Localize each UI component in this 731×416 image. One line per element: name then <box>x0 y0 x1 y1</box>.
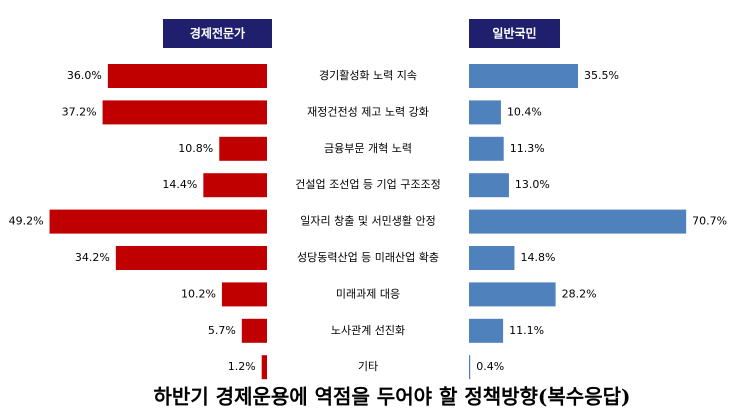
bar <box>469 64 579 88</box>
category-label: 성당동력산업 등 미래산업 확충 <box>297 251 439 264</box>
bar <box>107 64 267 88</box>
bar <box>469 246 515 270</box>
bar <box>469 100 501 125</box>
bar <box>115 246 267 270</box>
value-label: 11.3% <box>510 142 545 155</box>
legend-label: 경제전문가 <box>190 26 245 41</box>
legend-box <box>163 19 272 48</box>
value-label: 11.1% <box>509 324 544 337</box>
value-label: 49.2% <box>9 215 44 228</box>
bar <box>203 173 267 198</box>
bar <box>469 136 504 161</box>
bar <box>49 209 268 234</box>
value-label: 10.4% <box>507 105 542 118</box>
bar <box>219 136 267 161</box>
category-label: 노사관계 선진화 <box>331 324 405 337</box>
bar <box>241 318 267 343</box>
bar <box>469 173 509 198</box>
value-label: 0.4% <box>476 360 504 373</box>
category-label: 금융부문 개혁 노력 <box>324 142 412 155</box>
bar <box>469 282 556 307</box>
value-label: 70.7% <box>692 215 727 228</box>
bar <box>221 282 267 307</box>
value-label: 5.7% <box>208 324 236 337</box>
bar <box>261 355 267 380</box>
category-label: 건설업 조선업 등 기업 구조조정 <box>295 178 441 191</box>
value-label: 28.2% <box>562 287 597 300</box>
chart-title: 하반기 경제운용에 역점을 두어야 할 정책방향(복수응답) <box>154 385 631 409</box>
legend-label: 일반국민 <box>492 26 536 41</box>
legend-box <box>469 19 560 48</box>
bar <box>102 100 268 125</box>
value-label: 34.2% <box>75 251 110 264</box>
category-label: 미래과제 대응 <box>336 287 400 300</box>
value-label: 10.8% <box>178 142 213 155</box>
bar <box>469 209 687 234</box>
category-label: 재정건전성 제고 노력 강화 <box>307 105 429 118</box>
value-label: 1.2% <box>228 360 256 373</box>
value-label: 10.2% <box>181 287 216 300</box>
value-label: 13.0% <box>515 178 550 191</box>
bar <box>469 318 504 343</box>
category-label: 기타 <box>358 360 378 373</box>
value-label: 14.4% <box>162 178 197 191</box>
category-label: 일자리 창출 및 서민생활 안정 <box>300 214 435 228</box>
value-label: 36.0% <box>67 69 102 82</box>
value-label: 14.8% <box>520 251 555 264</box>
value-label: 35.5% <box>584 69 619 82</box>
value-label: 37.2% <box>62 105 97 118</box>
bar <box>469 355 471 380</box>
category-label: 경기활성화 노력 지속 <box>319 68 417 82</box>
